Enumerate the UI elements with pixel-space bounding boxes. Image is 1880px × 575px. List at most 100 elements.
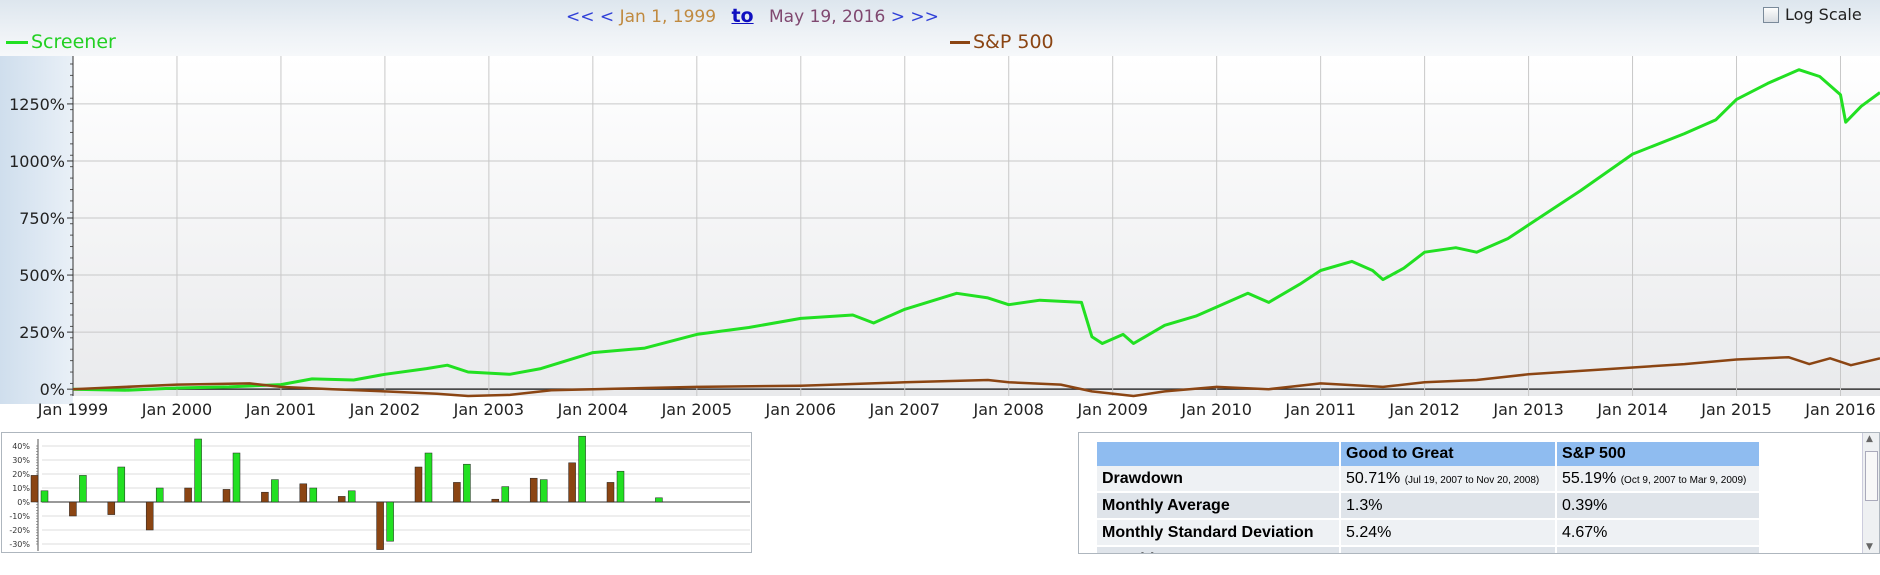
sp500-bar [529,477,538,503]
stats-label: Monthly Standard Deviation [1097,519,1341,547]
next-period-button[interactable]: > [890,7,905,27]
stats-value-note: (Oct 9, 2007 to Mar 9, 2009) [1620,474,1747,486]
sp500-bar [414,466,423,503]
x-tick-label: Jan 2013 [1492,400,1563,419]
date-range-nav: << < Jan 1, 1999 to May 19, 2016 > >> [566,5,939,27]
stats-value: 11.71% [1340,546,1557,553]
screener-series-line [72,68,1880,392]
first-period-button[interactable]: << [566,7,595,27]
bar-y-tick-label: 30% [12,456,30,465]
y-tick-label: 500% [19,266,65,285]
screener-bar [271,479,279,503]
x-tick-label: Jan 2010 [1180,400,1251,419]
legend-screener[interactable]: Screener [6,31,116,53]
to-link[interactable]: to [731,5,754,27]
stats-value-note: (Jul 19, 2007 to Nov 20, 2008) [1404,474,1540,486]
x-tick-label: Jan 2016 [1804,400,1875,419]
x-tick-label: Jan 2002 [349,400,420,419]
y-tick-label: 250% [19,323,65,342]
scroll-thumb[interactable] [1865,451,1878,501]
log-scale-label: Log Scale [1785,5,1862,24]
screener-bar [194,438,202,503]
previous-period-button[interactable]: < [599,7,615,27]
x-tick-label: Jan 2005 [661,400,732,419]
bar-y-tick-label: -30% [9,540,30,549]
legend-screener-label: Screener [31,31,116,53]
monthly-returns-bar-chart: 40% 30% 20% 10% 0% -10% -20% -30% [1,432,752,553]
sp500-bar [107,501,116,515]
stats-value: 5.24% [1340,519,1557,547]
screener-bar [347,490,356,503]
stats-header-portfolio: Good to Great [1340,442,1557,466]
bar-y-tick-label: 20% [12,470,30,479]
x-tick-label: Jan 2011 [1284,400,1355,419]
screener-bar [309,487,318,503]
legend-sp500-swatch [950,40,970,44]
screener-bar [79,475,87,503]
scroll-up-icon[interactable]: ▲ [1866,434,1873,444]
statistics-panel: Good to Great S&P 500 Drawdown 50.71% (J… [1078,432,1880,554]
sp500-series-line [72,355,1880,398]
log-scale-toggle[interactable]: Log Scale [1763,5,1862,24]
legend-sp500[interactable]: S&P 500 [950,31,1054,53]
bar-y-tick-label: 40% [12,442,30,451]
screener-bar [40,490,49,503]
sp500-bar [376,501,384,550]
stats-value: 50.71% (Jul 19, 2007 to Nov 20, 2008) [1340,466,1557,493]
chart-header [0,0,1880,56]
sp500-bar [491,498,500,503]
end-date[interactable]: May 19, 2016 [769,7,886,27]
y-tick-label: 750% [19,209,65,228]
statistics-table: Good to Great S&P 500 Drawdown 50.71% (J… [1097,442,1761,553]
stats-row-drawdown: Drawdown 50.71% (Jul 19, 2007 to Nov 20,… [1097,466,1761,493]
stats-row-monthly-cvar: Monthly CVaR 5% 11.71% 10.83% [1097,546,1761,553]
y-tick-label: 1000% [9,152,65,171]
stats-scrollbar[interactable]: ▲ ▼ [1862,433,1879,553]
screener-bar [501,486,510,503]
stats-value: 1.3% [1340,492,1557,520]
x-tick-label: Jan 2015 [1700,400,1771,419]
sp500-bar [145,501,154,531]
x-tick-label: Jan 2014 [1596,400,1667,419]
sp500-bar [568,462,576,503]
stats-value: 0.39% [1556,492,1761,520]
x-tick-label: Jan 1999 [37,400,108,419]
performance-line-chart: 0% 250% 500% 750% 1000% 1250% Jan 1999 Jan 200… [0,56,1880,419]
stats-value: 10.83% [1556,546,1761,553]
stats-value-number: 50.71% [1346,469,1401,487]
x-tick-label: Jan 2009 [1076,400,1147,419]
stats-label: Monthly CVaR 5% [1097,546,1341,553]
screener-bar [655,497,663,503]
sp500-bar [69,501,77,517]
stats-value: 4.67% [1556,519,1761,547]
sp500-bar [30,475,39,503]
screener-bar [155,487,164,503]
stats-row-monthly-average: Monthly Average 1.3% 0.39% [1097,492,1761,520]
x-tick-label: Jan 2012 [1388,400,1459,419]
bar-y-tick-label: -10% [9,512,30,521]
last-period-button[interactable]: >> [910,7,939,27]
sp500-bar [299,483,308,503]
screener-bar [578,435,586,503]
start-date[interactable]: Jan 1, 1999 [619,7,717,27]
x-tick-label: Jan 2001 [245,400,316,419]
bar-y-tick-label: 10% [12,484,30,493]
sp500-bar [606,482,615,503]
sp500-bar [184,487,192,503]
screener-bar [539,479,548,503]
x-tick-label: Jan 2007 [869,400,940,419]
screener-bar [424,452,433,503]
stats-label: Monthly Average [1097,492,1341,520]
stats-row-monthly-std-dev: Monthly Standard Deviation 5.24% 4.67% [1097,519,1761,547]
log-scale-checkbox[interactable] [1763,6,1779,23]
x-tick-label: Jan 2006 [765,400,836,419]
x-tick-label: Jan 2000 [141,400,212,419]
x-tick-label: Jan 2004 [557,400,628,419]
stats-value: 55.19% (Oct 9, 2007 to Mar 9, 2009) [1556,466,1761,493]
x-tick-label: Jan 2008 [972,400,1043,419]
scroll-down-icon[interactable]: ▼ [1866,542,1873,552]
y-tick-label: 1250% [9,95,65,114]
screener-bar [232,452,241,503]
x-tick-label: Jan 2003 [453,400,524,419]
sp500-bar [261,491,269,503]
